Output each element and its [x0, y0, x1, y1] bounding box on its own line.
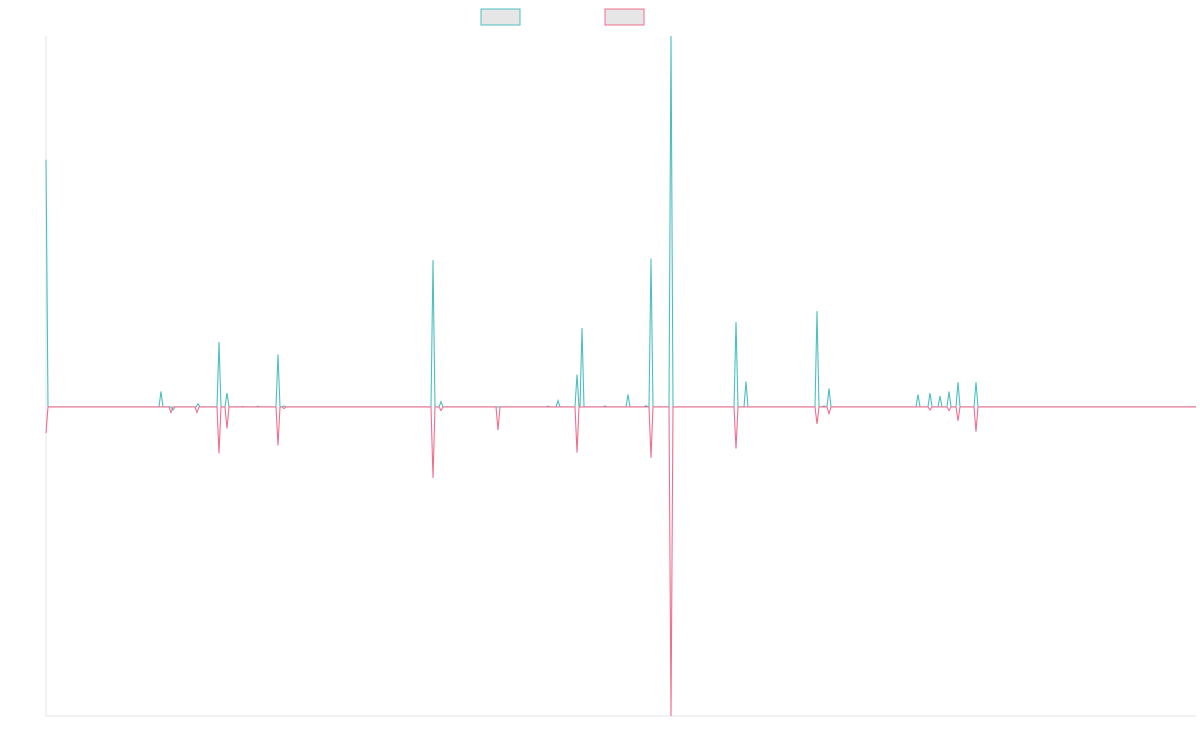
series-line-1 — [45, 35, 1196, 412]
legend-swatch-2[interactable] — [604, 8, 645, 26]
legend-swatch-1[interactable] — [480, 8, 521, 26]
legend — [480, 8, 645, 26]
series-layer — [45, 35, 1196, 717]
series-line-2 — [45, 406, 1196, 717]
